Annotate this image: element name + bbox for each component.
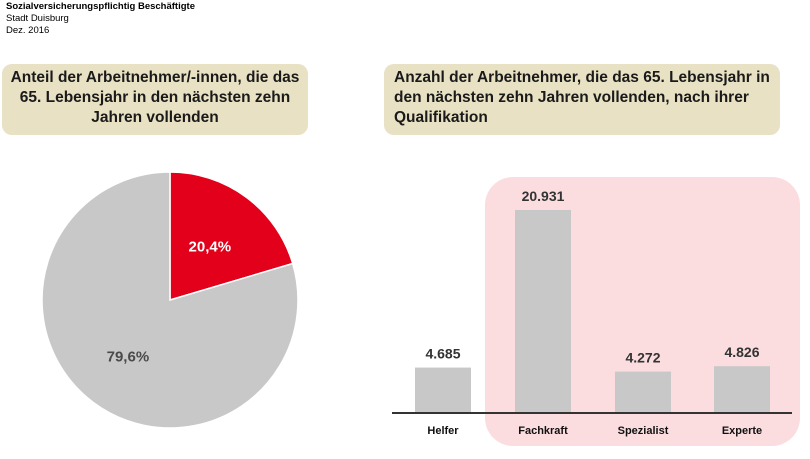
- pie-chart-title: Anteil der Arbeitnehmer/-innen, die das …: [2, 64, 308, 135]
- pie-slice-label: 79,6%: [107, 348, 150, 365]
- bar-value-label: 4.685: [425, 346, 460, 362]
- pie-slice-label: 20,4%: [189, 239, 232, 256]
- report-header: Sozialversicherungspflichtig Beschäftigt…: [6, 1, 195, 37]
- bar-value-label: 20.931: [522, 188, 565, 204]
- category-label: Helfer: [427, 425, 459, 437]
- bar: [515, 210, 571, 413]
- bar: [714, 366, 770, 413]
- category-label: Spezialist: [618, 425, 669, 437]
- bar-value-label: 4.826: [724, 344, 759, 360]
- pie-slice: [169, 171, 294, 302]
- report-heading: Sozialversicherungspflichtig Beschäftigt…: [6, 1, 195, 12]
- bar: [615, 371, 671, 413]
- pie-slice: [41, 171, 299, 429]
- report-city: Stadt Duisburg: [6, 13, 69, 24]
- bar-value-label: 4.272: [625, 350, 660, 366]
- report-date: Dez. 2016: [6, 25, 50, 36]
- category-label: Experte: [722, 425, 762, 437]
- bar-chart-title: Anzahl der Arbeitnehmer, die das 65. Leb…: [384, 64, 780, 135]
- category-label: Fachkraft: [518, 425, 568, 437]
- bar: [415, 367, 471, 413]
